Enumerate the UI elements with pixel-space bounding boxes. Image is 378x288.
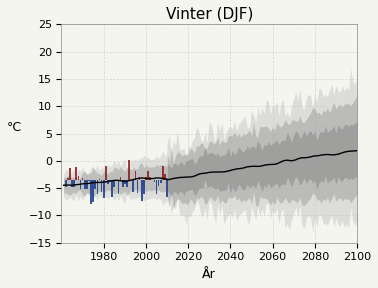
Bar [143, 180, 145, 194]
Bar [135, 171, 136, 180]
Bar [122, 180, 124, 187]
Bar [101, 180, 102, 192]
Bar [153, 180, 155, 181]
Bar [156, 180, 157, 194]
Bar [69, 168, 71, 180]
Bar [136, 180, 138, 193]
Bar [132, 180, 134, 192]
Bar [96, 180, 98, 194]
Bar [120, 177, 121, 180]
Bar [166, 180, 168, 196]
Bar [76, 167, 77, 180]
Bar [162, 166, 164, 180]
Bar [67, 178, 69, 180]
Bar [73, 180, 75, 187]
Bar [84, 180, 85, 189]
Bar [124, 180, 125, 184]
Bar [109, 180, 111, 181]
Bar [145, 177, 147, 180]
Bar [111, 180, 113, 197]
Bar [160, 180, 161, 183]
Bar [94, 180, 96, 189]
Bar [105, 166, 107, 180]
Bar [139, 177, 141, 180]
Bar [103, 180, 105, 198]
Bar [65, 180, 67, 187]
Bar [147, 171, 149, 180]
Bar [92, 180, 94, 202]
Bar [141, 180, 143, 201]
Bar [164, 174, 166, 180]
Bar [128, 160, 130, 180]
Bar [90, 180, 92, 204]
Title: Vinter (DJF): Vinter (DJF) [166, 7, 253, 22]
Bar [82, 178, 84, 180]
Bar [80, 180, 81, 189]
Bar [107, 180, 109, 184]
Bar [149, 177, 151, 180]
X-axis label: År: År [202, 268, 216, 281]
Bar [88, 180, 90, 181]
Bar [113, 180, 115, 187]
Y-axis label: °C: °C [7, 121, 22, 134]
Bar [158, 180, 160, 186]
Bar [71, 180, 73, 187]
Bar [99, 179, 100, 180]
Bar [77, 176, 79, 180]
Bar [118, 180, 119, 194]
Bar [126, 180, 128, 187]
Bar [86, 180, 88, 189]
